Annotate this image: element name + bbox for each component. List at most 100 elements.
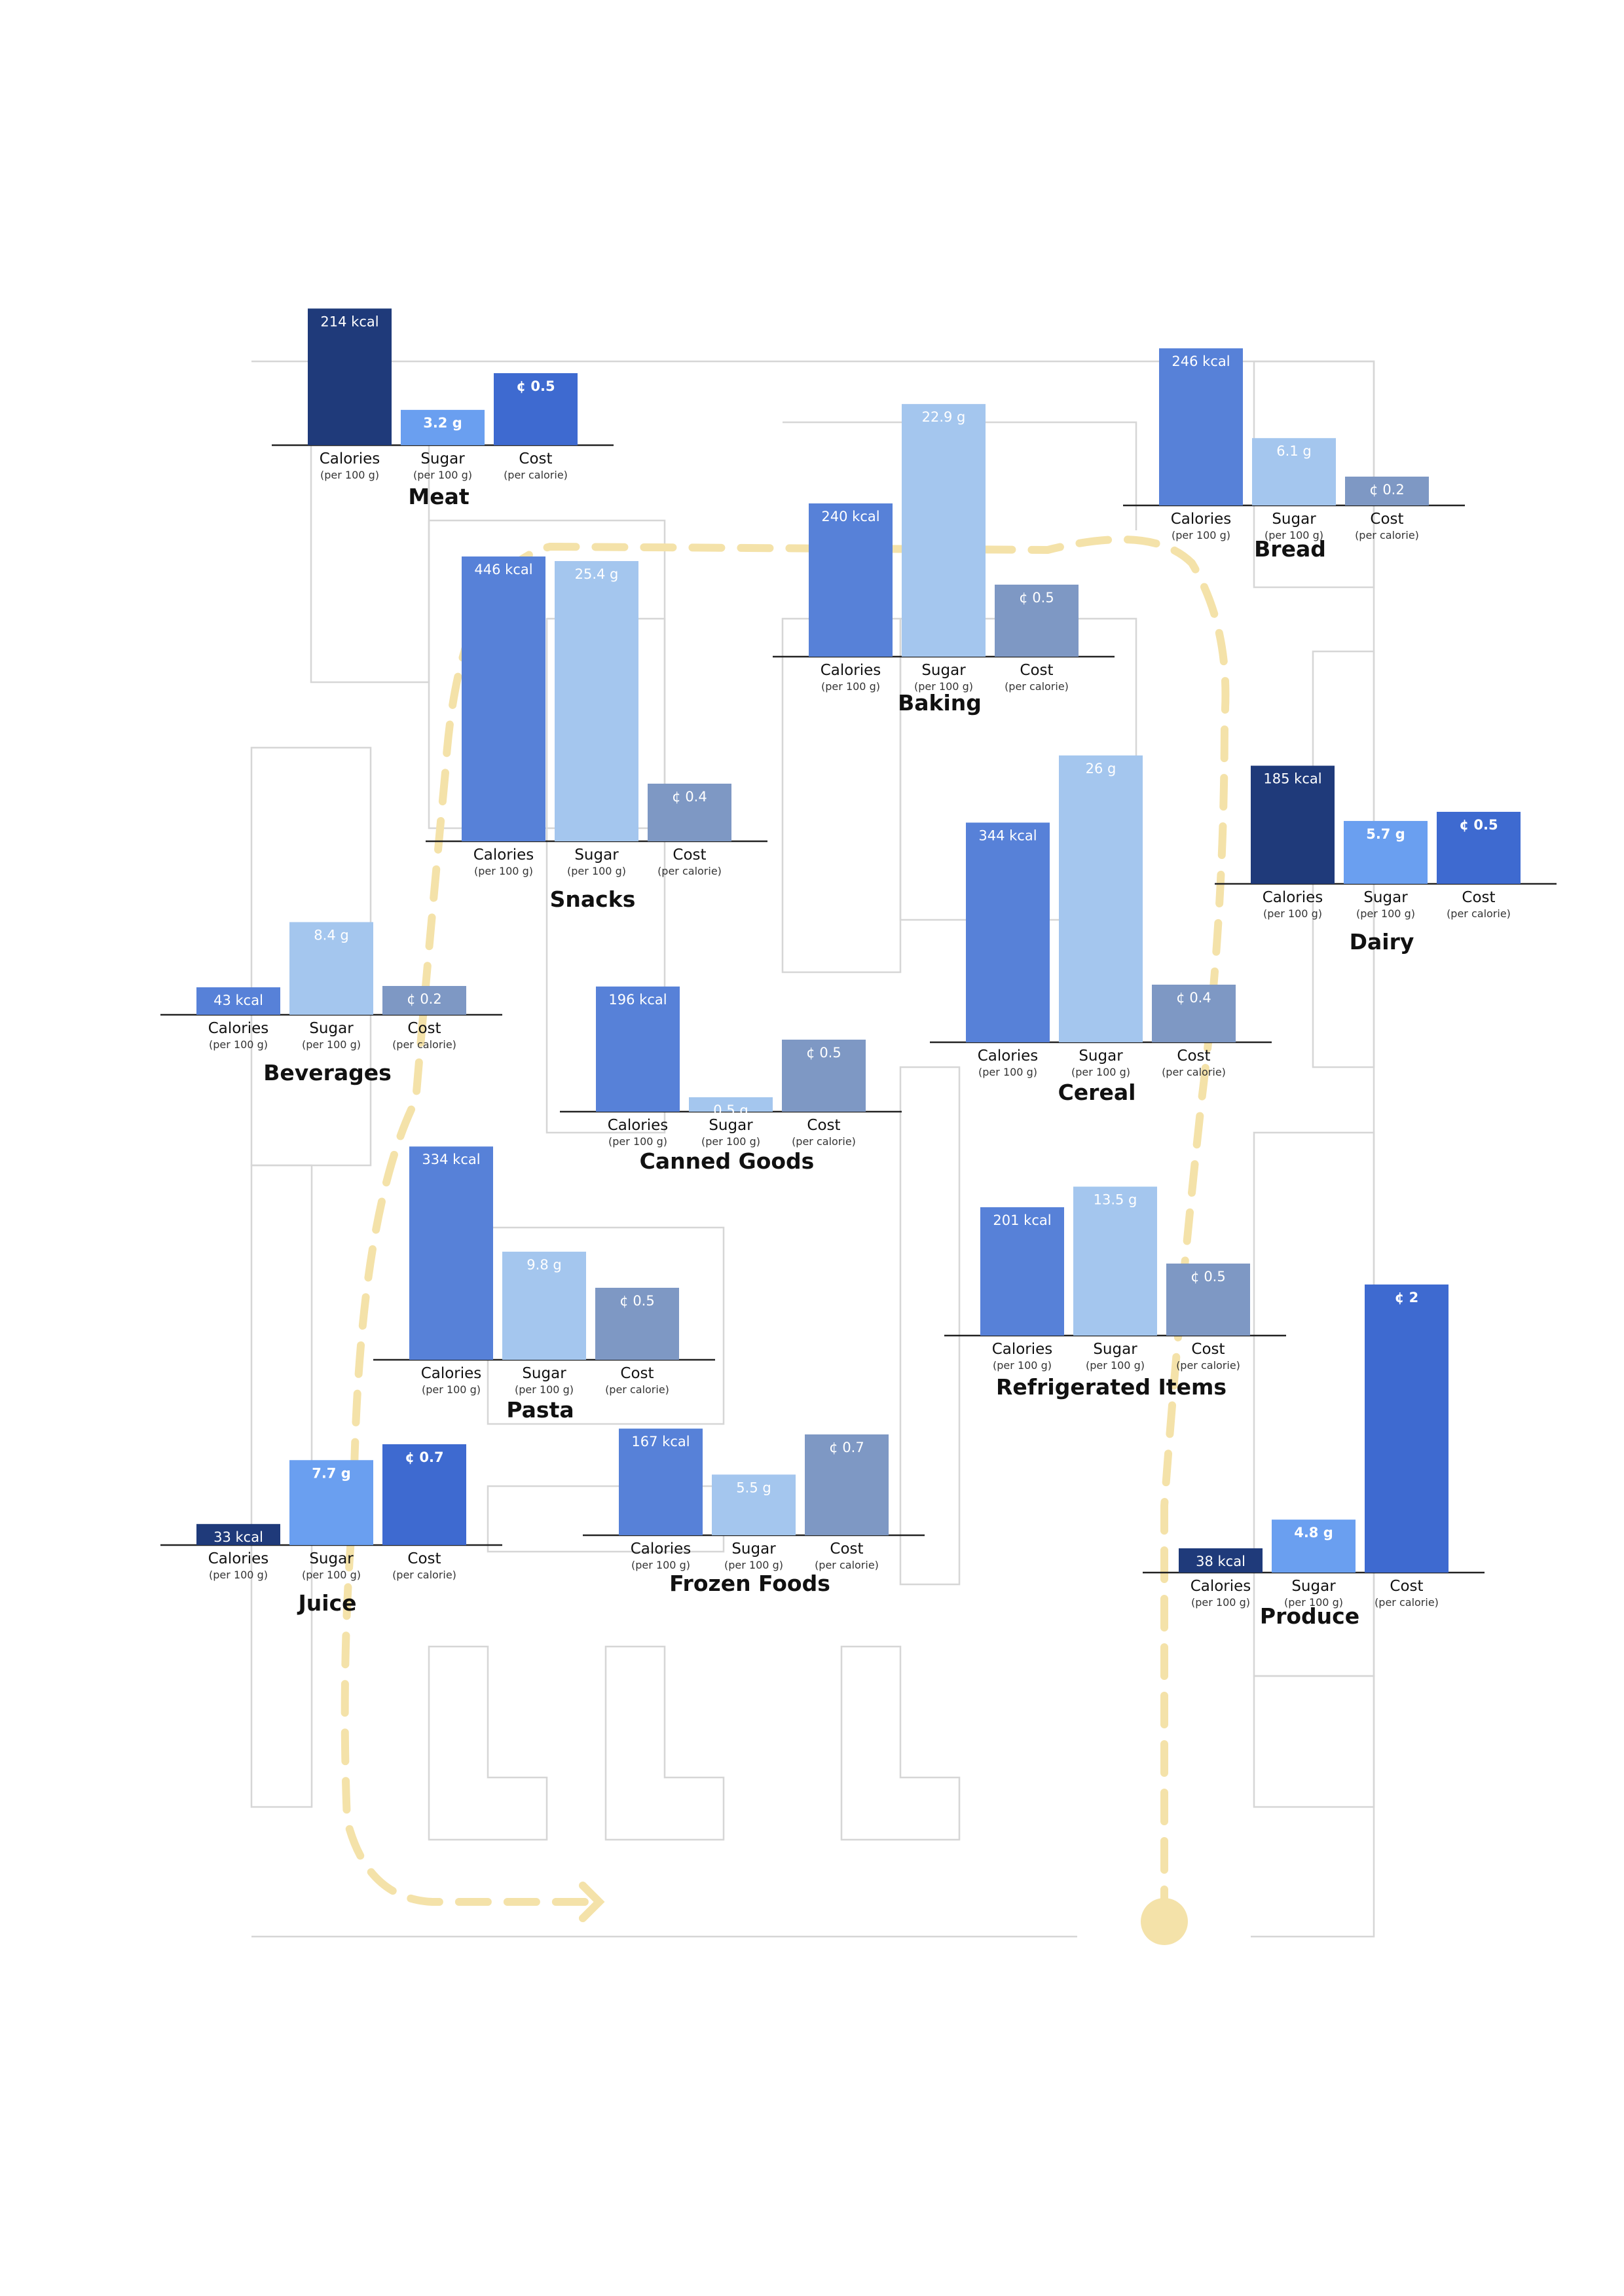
bar-beverages-cost bbox=[382, 986, 466, 1015]
bar-frozen-foods-cost bbox=[805, 1434, 889, 1535]
counter-left bbox=[428, 1645, 548, 1841]
bar-dairy-calories bbox=[1251, 765, 1335, 884]
category-unit: (per calorie) bbox=[792, 1135, 856, 1148]
category-unit: (per 100 g) bbox=[993, 1359, 1052, 1372]
bar-juice-calories bbox=[196, 1523, 280, 1545]
data-label-frozen-foods-cost: ¢ 0.7 bbox=[829, 1440, 864, 1455]
data-label-baking-calories: 240 kcal bbox=[821, 509, 879, 524]
bar-meat-cost bbox=[494, 373, 578, 445]
category-unit: (per calorie) bbox=[605, 1383, 669, 1396]
category-unit: (per 100 g) bbox=[209, 1569, 268, 1581]
data-label-canned-goods-calories: 196 kcal bbox=[608, 992, 667, 1008]
category-label: Sugar bbox=[1291, 1578, 1336, 1595]
data-label-canned-goods-sugar: 0.5 g bbox=[713, 1102, 748, 1118]
category-label: Calories bbox=[473, 847, 534, 864]
bar-dairy-cost bbox=[1437, 812, 1521, 884]
data-label-meat-cost: ¢ 0.5 bbox=[516, 378, 555, 394]
data-label-snacks-calories: 446 kcal bbox=[474, 562, 532, 577]
data-label-refrigerated-items-calories: 201 kcal bbox=[993, 1212, 1051, 1228]
data-label-refrigerated-items-sugar: 13.5 g bbox=[1094, 1192, 1137, 1208]
category-unit: (per 100 g) bbox=[821, 680, 880, 693]
category-unit: (per 100 g) bbox=[1191, 1596, 1250, 1609]
data-label-pasta-sugar: 9.8 g bbox=[526, 1257, 561, 1273]
category-label: Calories bbox=[821, 662, 881, 679]
bar-snacks-calories bbox=[462, 556, 545, 841]
data-label-juice-sugar: 7.7 g bbox=[312, 1465, 351, 1481]
category-unit: (per calorie) bbox=[657, 865, 722, 877]
bar-snacks-cost bbox=[648, 784, 731, 841]
bar-meat-sugar bbox=[401, 410, 485, 445]
aisle-refrig bbox=[899, 1066, 961, 1586]
category-label: Calories bbox=[1190, 1578, 1251, 1595]
data-label-beverages-cost: ¢ 0.2 bbox=[407, 991, 441, 1007]
category-label: Cost bbox=[830, 1540, 863, 1558]
category-label: Sugar bbox=[1363, 889, 1408, 906]
category-label: Calories bbox=[631, 1540, 692, 1558]
data-label-beverages-sugar: 8.4 g bbox=[314, 927, 348, 943]
bar-juice-sugar bbox=[289, 1460, 373, 1545]
category-unit: (per 100 g) bbox=[567, 865, 626, 877]
category-unit: (per 100 g) bbox=[1172, 529, 1230, 541]
section-title-canned-goods: Canned Goods bbox=[640, 1148, 815, 1174]
category-label: Calories bbox=[1263, 889, 1323, 906]
bar-baking-cost bbox=[995, 585, 1079, 657]
data-label-juice-cost: ¢ 0.7 bbox=[405, 1449, 443, 1465]
data-label-beverages-calories: 43 kcal bbox=[213, 993, 263, 1008]
category-unit: (per 100 g) bbox=[1264, 529, 1323, 541]
section-title-juice: Juice bbox=[297, 1590, 356, 1616]
data-label-dairy-calories: 185 kcal bbox=[1263, 771, 1321, 787]
category-unit: (per calorie) bbox=[1005, 680, 1069, 693]
category-unit: (per calorie) bbox=[1162, 1066, 1226, 1078]
category-label: Cost bbox=[1390, 1578, 1423, 1595]
bar-bread-sugar bbox=[1252, 438, 1336, 505]
category-unit: (per 100 g) bbox=[1263, 907, 1322, 920]
category-unit: (per calorie) bbox=[1447, 907, 1511, 920]
bar-pasta-sugar bbox=[502, 1251, 586, 1360]
route-start-marker bbox=[1141, 1898, 1188, 1945]
bar-juice-cost bbox=[382, 1444, 466, 1545]
category-label: Cost bbox=[407, 1550, 441, 1567]
bar-beverages-calories bbox=[196, 987, 280, 1015]
category-unit: (per 100 g) bbox=[914, 680, 973, 693]
category-label: Cost bbox=[807, 1117, 840, 1134]
data-label-bread-cost: ¢ 0.2 bbox=[1369, 482, 1404, 498]
category-unit: (per calorie) bbox=[504, 469, 568, 481]
category-unit: (per 100 g) bbox=[413, 469, 472, 481]
data-label-frozen-foods-sugar: 5.5 g bbox=[736, 1480, 771, 1495]
category-label: Calories bbox=[1171, 511, 1232, 528]
category-unit: (per 100 g) bbox=[701, 1135, 760, 1148]
data-label-dairy-cost: ¢ 0.5 bbox=[1459, 817, 1498, 833]
data-label-meat-calories: 214 kcal bbox=[320, 314, 378, 329]
category-unit: (per calorie) bbox=[1355, 529, 1419, 541]
bar-frozen-foods-calories bbox=[619, 1429, 703, 1535]
data-label-cereal-calories: 344 kcal bbox=[978, 828, 1037, 843]
category-unit: (per 100 g) bbox=[422, 1383, 481, 1396]
category-unit: (per 100 g) bbox=[1356, 907, 1415, 920]
category-label: Calories bbox=[608, 1117, 669, 1134]
data-label-bread-sugar: 6.1 g bbox=[1276, 443, 1311, 459]
section-title-refrigerated-items: Refrigerated Items bbox=[996, 1374, 1227, 1400]
bar-cereal-cost bbox=[1152, 985, 1236, 1042]
data-label-snacks-sugar: 25.4 g bbox=[575, 566, 619, 582]
bar-produce-sugar bbox=[1272, 1520, 1356, 1573]
bar-pasta-calories bbox=[409, 1146, 493, 1360]
data-label-cereal-cost: ¢ 0.4 bbox=[1176, 990, 1211, 1006]
data-label-refrigerated-items-cost: ¢ 0.5 bbox=[1190, 1269, 1225, 1285]
category-unit: (per 100 g) bbox=[1071, 1066, 1130, 1078]
category-label: Sugar bbox=[1272, 511, 1316, 528]
category-label: Sugar bbox=[709, 1117, 753, 1134]
bar-bread-cost bbox=[1345, 477, 1429, 505]
bar-pasta-cost bbox=[595, 1288, 679, 1360]
section-title-pasta: Pasta bbox=[506, 1397, 574, 1423]
category-unit: (per 100 g) bbox=[631, 1559, 690, 1571]
category-unit: (per 100 g) bbox=[724, 1559, 783, 1571]
section-title-bread: Bread bbox=[1254, 536, 1326, 562]
category-label: Cost bbox=[519, 450, 552, 467]
data-label-cereal-sugar: 26 g bbox=[1086, 761, 1116, 776]
